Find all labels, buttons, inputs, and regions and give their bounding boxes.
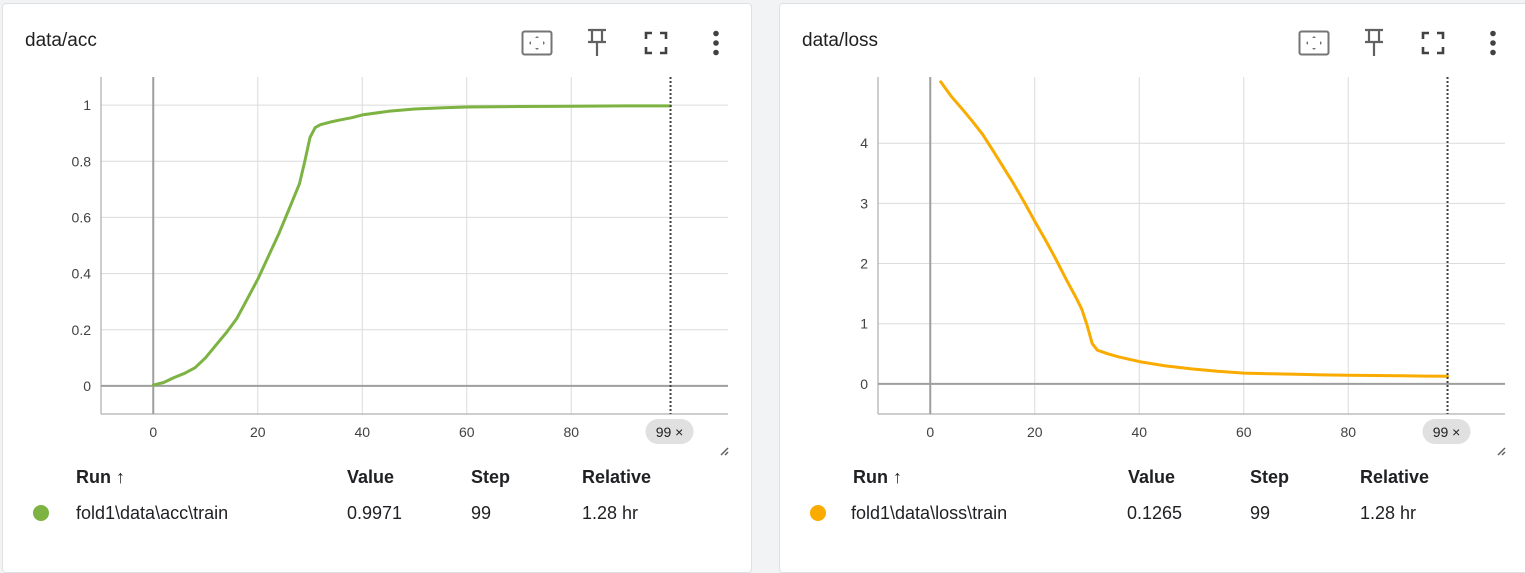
y-tick-label: 0.6 — [72, 209, 92, 225]
x-tick-label: 40 — [1131, 424, 1147, 440]
x-tick-label: 60 — [459, 424, 475, 440]
x-tick-label: 0 — [149, 424, 157, 440]
pin-button[interactable] — [1357, 26, 1391, 60]
fullscreen-button[interactable] — [1416, 26, 1450, 60]
x-tick-label: 20 — [1027, 424, 1043, 440]
more-vert-icon — [1490, 30, 1496, 56]
run-name: fold1\data\loss\train — [851, 503, 1008, 523]
y-tick-label: 0 — [860, 376, 868, 392]
legend-table: Run ↑ Value Step Relative fold1\data\acc… — [3, 459, 753, 539]
fullscreen-button[interactable] — [639, 26, 673, 60]
run-value: 0.9971 — [347, 503, 403, 523]
x-tick-label: 40 — [354, 424, 370, 440]
series-color-dot — [810, 505, 826, 521]
y-tick-label: 0.4 — [72, 266, 92, 282]
y-tick-label: 4 — [860, 135, 868, 151]
card-title: data/acc — [25, 30, 97, 51]
fit-domain-button[interactable] — [520, 26, 554, 60]
y-tick-label: 1 — [860, 316, 868, 332]
x-tick-label: 0 — [926, 424, 934, 440]
step-cursor-chip[interactable]: 99 × — [645, 419, 694, 444]
fit-domain-button[interactable] — [1297, 26, 1331, 60]
value-header: Value — [347, 467, 395, 487]
pin-button[interactable] — [580, 26, 614, 60]
relative-header: Relative — [582, 467, 652, 487]
fit-domain-icon — [521, 30, 553, 56]
fullscreen-icon — [644, 31, 668, 55]
run-step: 99 — [1250, 503, 1271, 523]
y-tick-label: 0.8 — [72, 153, 92, 169]
chart-card-acc: data/acc 0 20 40 60 80 0 0.2 0.4 0.6 0.8 1 99 × Run… — [2, 3, 752, 573]
chart-card-loss: data/loss 0 20 40 60 80 0 1 2 3 4 99 × Run ↑ Value… — [779, 3, 1525, 573]
resize-handle-icon[interactable] — [720, 447, 729, 456]
series-line — [939, 80, 1449, 378]
loss-plot[interactable]: 0 20 40 60 80 0 1 2 3 4 99 × — [780, 4, 1525, 464]
run-step: 99 — [471, 503, 492, 523]
resize-handle-icon[interactable] — [1497, 447, 1506, 456]
pin-icon — [588, 28, 606, 56]
y-tick-label: 3 — [860, 195, 868, 211]
x-tick-label: 60 — [1236, 424, 1252, 440]
card-title: data/loss — [802, 30, 879, 51]
series-line — [151, 104, 672, 387]
step-header: Step — [471, 467, 511, 487]
x-tick-label: 80 — [563, 424, 579, 440]
run-relative: 1.28 hr — [582, 503, 639, 523]
run-header[interactable]: Run ↑ — [76, 467, 125, 487]
run-header[interactable]: Run ↑ — [853, 467, 902, 487]
chip-label: 99 × — [1433, 424, 1461, 440]
more-options-button[interactable] — [699, 26, 733, 60]
y-tick-label: 1 — [83, 97, 91, 113]
value-header: Value — [1128, 467, 1176, 487]
run-relative: 1.28 hr — [1360, 503, 1417, 523]
more-vert-icon — [713, 30, 719, 56]
x-tick-label: 20 — [250, 424, 266, 440]
relative-header: Relative — [1360, 467, 1430, 487]
pin-icon — [1365, 28, 1383, 56]
chip-background — [645, 419, 694, 444]
run-name: fold1\data\acc\train — [76, 503, 229, 523]
x-tick-label: 80 — [1340, 424, 1356, 440]
legend-table: Run ↑ Value Step Relative fold1\data\los… — [780, 459, 1525, 539]
step-cursor-chip[interactable]: 99 × — [1422, 419, 1471, 444]
more-options-button[interactable] — [1476, 26, 1510, 60]
series-color-dot — [33, 505, 49, 521]
fit-domain-icon — [1298, 30, 1330, 56]
chip-label: 99 × — [656, 424, 684, 440]
acc-plot[interactable]: 0 20 40 60 80 0 0.2 0.4 0.6 0.8 1 99 × — [3, 4, 753, 464]
y-tick-label: 2 — [860, 256, 868, 272]
run-value: 0.1265 — [1127, 503, 1183, 523]
step-header: Step — [1250, 467, 1290, 487]
y-tick-label: 0 — [83, 378, 91, 394]
chip-background — [1422, 419, 1471, 444]
fullscreen-icon — [1421, 31, 1445, 55]
y-tick-label: 0.2 — [72, 322, 92, 338]
